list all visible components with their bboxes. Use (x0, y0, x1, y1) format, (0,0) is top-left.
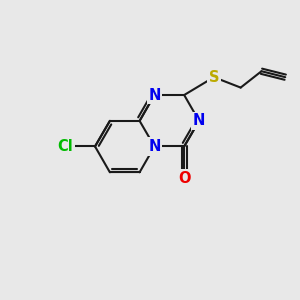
Text: N: N (193, 113, 205, 128)
Text: O: O (178, 171, 190, 186)
Text: S: S (209, 70, 219, 85)
Text: Cl: Cl (57, 139, 73, 154)
Text: N: N (148, 139, 160, 154)
Text: N: N (148, 88, 160, 103)
